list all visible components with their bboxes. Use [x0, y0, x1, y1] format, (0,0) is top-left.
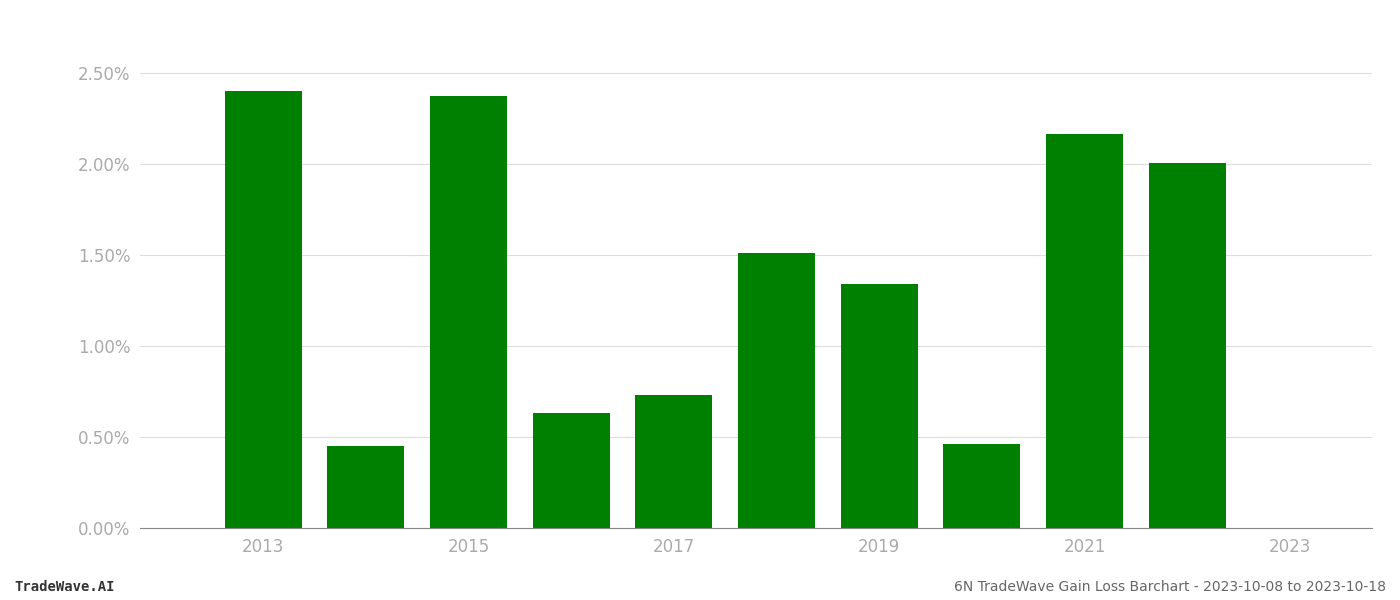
Bar: [225, 91, 302, 528]
Text: TradeWave.AI: TradeWave.AI: [14, 580, 115, 594]
Bar: [1046, 134, 1123, 528]
Text: 6N TradeWave Gain Loss Barchart - 2023-10-08 to 2023-10-18: 6N TradeWave Gain Loss Barchart - 2023-1…: [953, 580, 1386, 594]
Bar: [1149, 163, 1226, 528]
Bar: [636, 395, 713, 528]
Bar: [328, 446, 405, 528]
Bar: [533, 413, 610, 528]
Bar: [738, 253, 815, 528]
Bar: [841, 284, 918, 528]
Bar: [430, 96, 507, 528]
Bar: [944, 444, 1021, 528]
